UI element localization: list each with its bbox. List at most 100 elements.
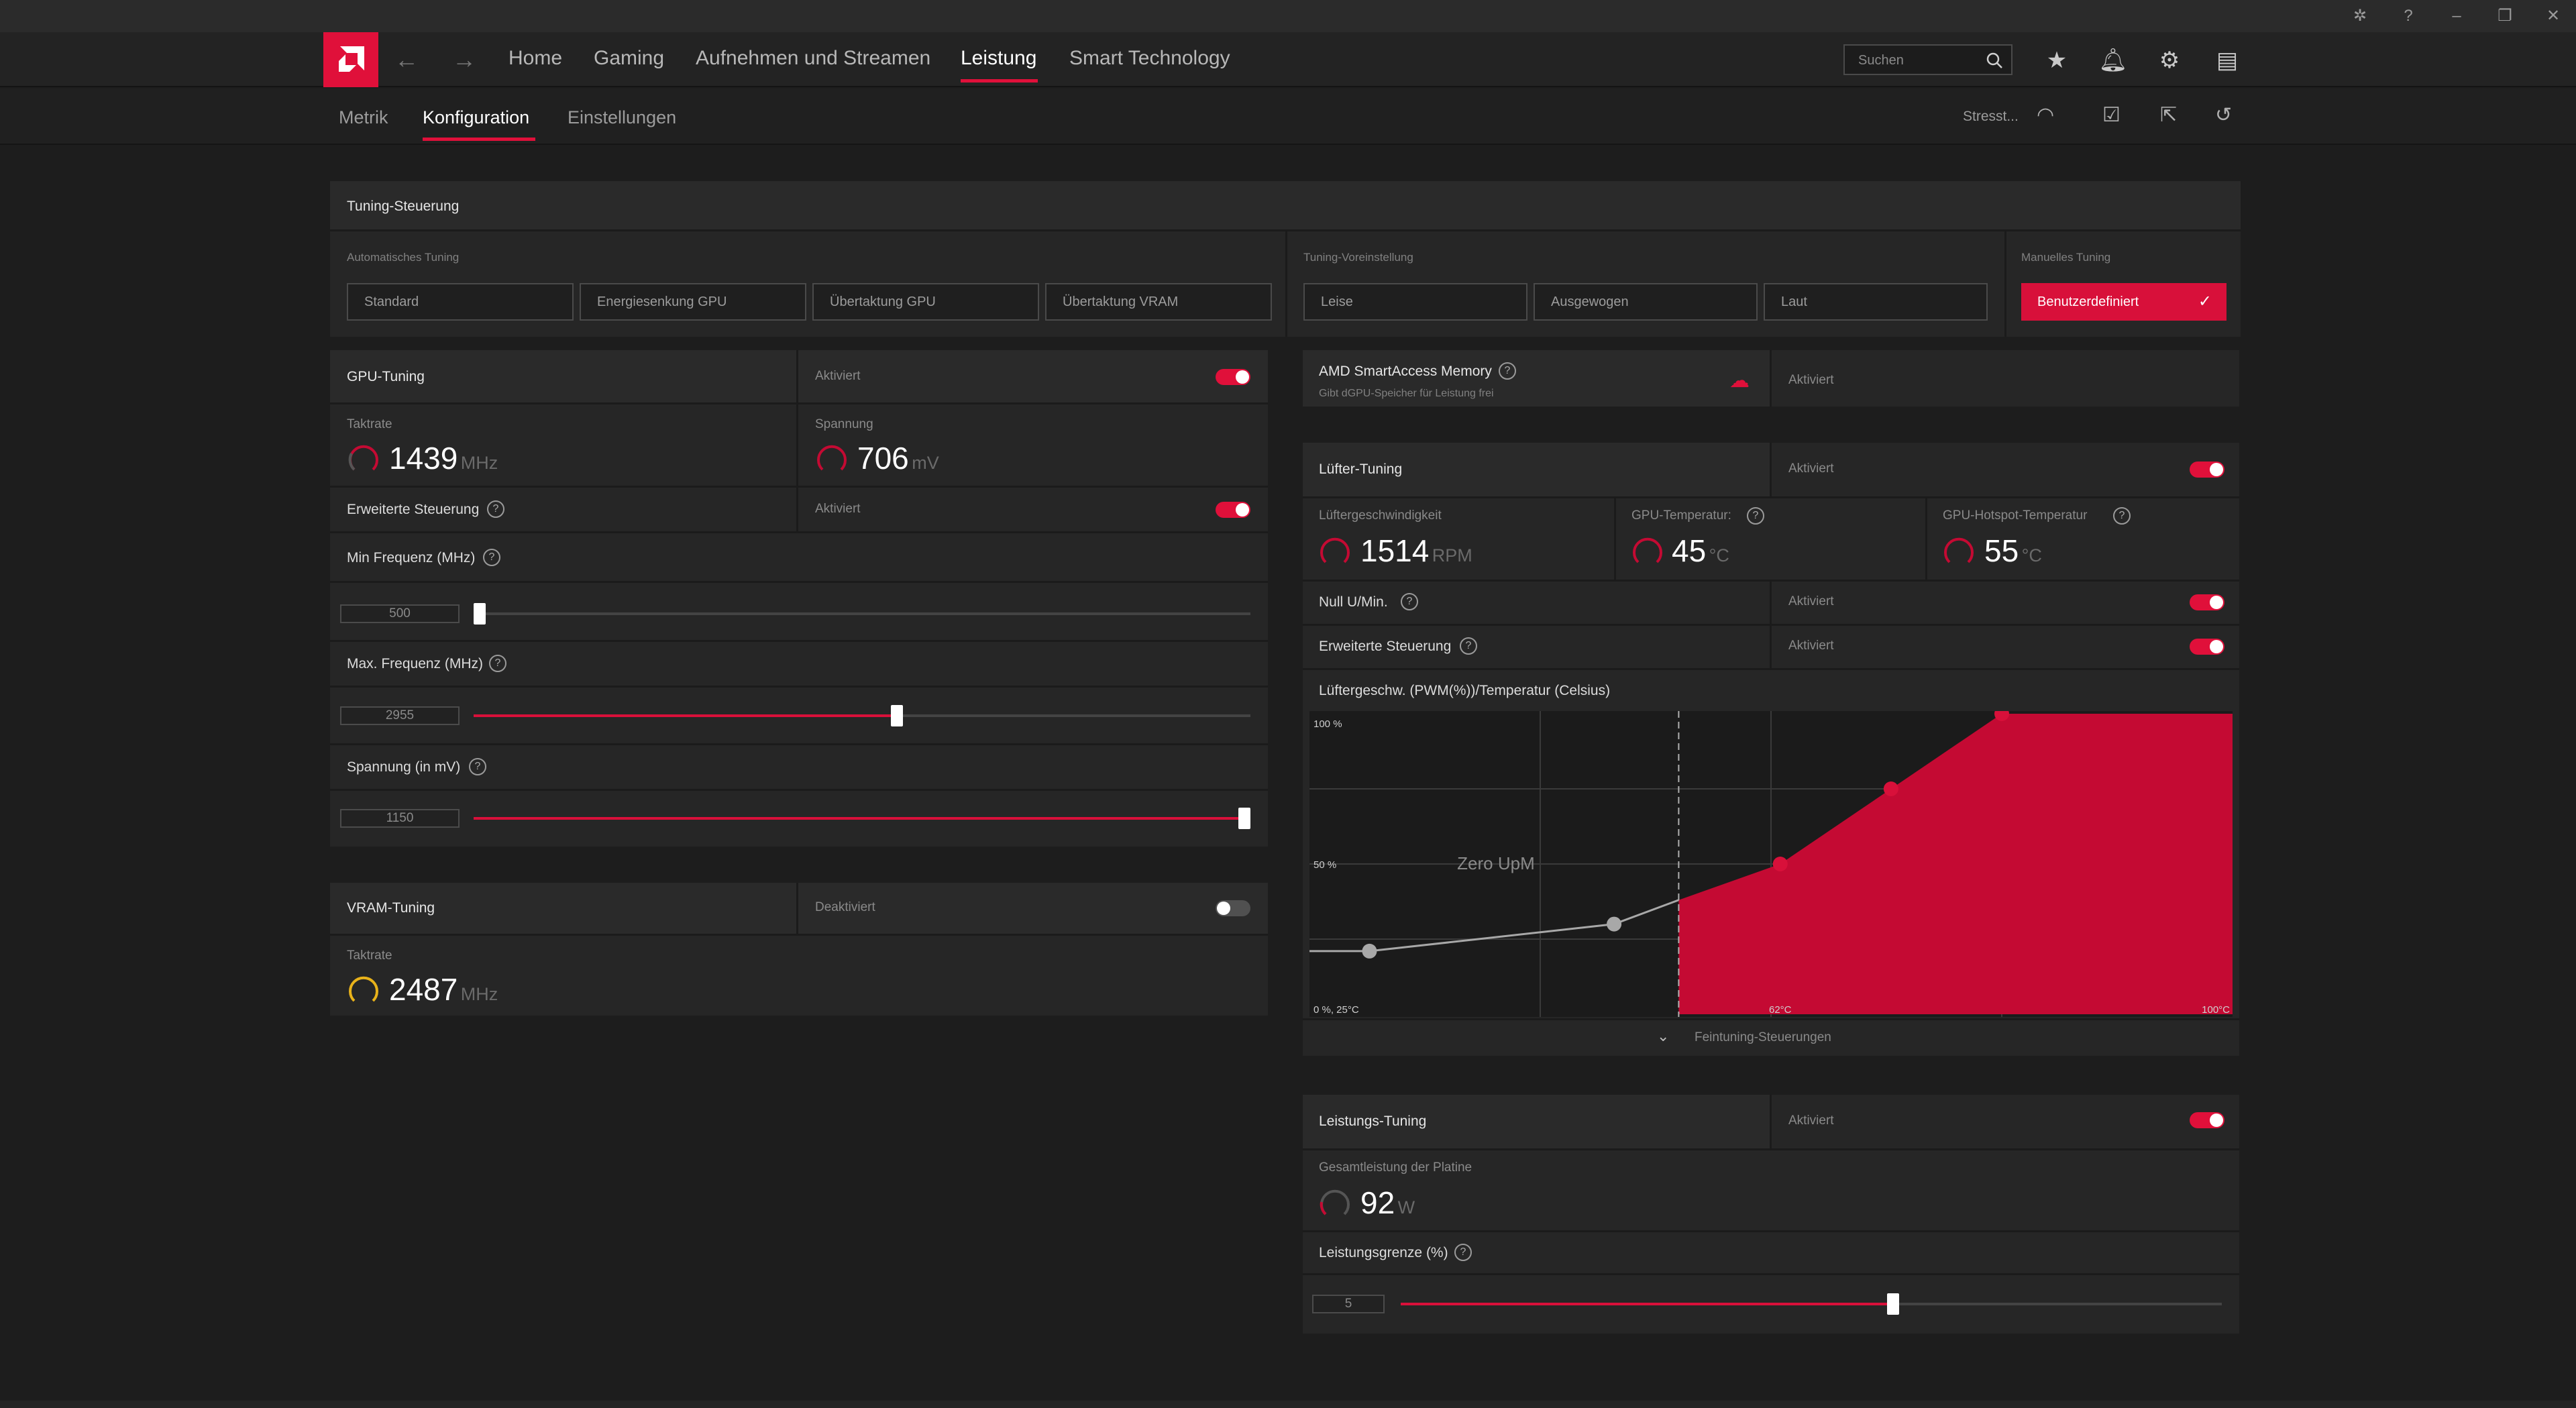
gpu-tuning-toggle[interactable]	[1216, 369, 1250, 385]
min-freq-input[interactable]: 500	[340, 604, 460, 623]
fan-curve-point[interactable]	[1883, 781, 1898, 796]
min-freq-label: Min Frequenz (MHz)	[347, 550, 476, 565]
stress-test-label[interactable]: Stresst...	[1963, 109, 2019, 124]
nav-performance[interactable]: Leistung	[961, 47, 1037, 69]
help-icon[interactable]: ?	[2404, 7, 2413, 25]
gpu-clock-value: 1439	[389, 441, 458, 476]
gpu-tuning-panel	[330, 350, 1268, 847]
reset-icon[interactable]: ↺	[2215, 104, 2233, 126]
export-profile-icon[interactable]: ⇱	[2160, 104, 2178, 126]
tab-metrics[interactable]: Metrik	[339, 107, 388, 127]
help-icon[interactable]: ?	[1401, 593, 1418, 610]
voltage-slider-track[interactable]	[474, 808, 1250, 829]
power-limit-input[interactable]: 5	[1312, 1295, 1385, 1313]
fan-tuning-status: Aktiviert	[1788, 462, 1834, 476]
max-freq-slider-track[interactable]	[474, 705, 1250, 726]
help-icon[interactable]: ?	[1460, 637, 1477, 655]
board-power-label: Gesamtleistung der Platine	[1319, 1160, 1472, 1175]
divider	[330, 531, 1268, 533]
auto-overclock-gpu-button[interactable]: Übertaktung GPU	[812, 283, 1039, 321]
max-freq-slider-thumb[interactable]	[891, 705, 904, 726]
tab-configuration[interactable]: Konfiguration	[423, 107, 530, 127]
settings-gear-icon[interactable]: ⚙	[2159, 48, 2180, 73]
fan-advanced-toggle[interactable]	[2190, 639, 2224, 655]
auto-standard-button[interactable]: Standard	[347, 283, 574, 321]
vram-tuning-status: Deaktiviert	[815, 900, 875, 914]
vram-tuning-toggle[interactable]	[1216, 900, 1250, 916]
max-freq-input[interactable]: 2955	[340, 706, 460, 725]
fine-tuning-toggle[interactable]: Feintuning-Steuerungen	[1695, 1030, 1831, 1044]
divider	[1925, 496, 1927, 580]
power-tuning-status: Aktiviert	[1788, 1114, 1834, 1128]
save-profile-icon[interactable]: ☑	[2102, 104, 2121, 126]
notifications-bell-icon[interactable]: 🔔︎	[2098, 48, 2128, 73]
tuning-control-title: Tuning-Steuerung	[347, 199, 460, 214]
preset-rage-button[interactable]: Laut	[1764, 283, 1988, 321]
preset-quiet-button[interactable]: Leise	[1303, 283, 1527, 321]
advanced-control-toggle[interactable]	[1216, 502, 1250, 518]
min-freq-slider-track[interactable]	[474, 603, 1250, 625]
help-icon[interactable]: ?	[487, 500, 504, 518]
divider	[796, 883, 798, 934]
min-freq-slider-thumb[interactable]	[474, 603, 486, 625]
help-icon[interactable]: ?	[1499, 362, 1516, 380]
help-icon[interactable]: ?	[469, 758, 486, 775]
fan-curve-point-inactive[interactable]	[1607, 916, 1622, 932]
fan-curve-points[interactable]	[1362, 711, 2009, 959]
stress-test-gauge-icon[interactable]: ◠	[2037, 104, 2055, 126]
voltage-label: Spannung (in mV)	[347, 759, 461, 775]
nav-record-stream[interactable]: Aufnehmen und Streamen	[696, 47, 931, 69]
fan-tuning-toggle[interactable]	[2190, 462, 2224, 478]
fan-curve-point[interactable]	[1772, 857, 1788, 871]
divider	[2004, 229, 2006, 337]
board-power-unit: W	[1397, 1197, 1415, 1217]
board-power-value: 92	[1360, 1185, 1395, 1220]
divider	[330, 640, 1268, 642]
chevron-down-icon[interactable]: ⌄	[1657, 1028, 1670, 1044]
divider	[1303, 580, 2239, 582]
search-input[interactable]: Suchen	[1843, 44, 2012, 75]
voltage-slider-thumb[interactable]	[1238, 808, 1250, 829]
gpu-tuning-title: GPU-Tuning	[347, 369, 425, 384]
gpu-temp-label: GPU-Temperatur:	[1631, 508, 1731, 523]
close-icon[interactable]: ✕	[2546, 7, 2561, 25]
voltage-input[interactable]: 1150	[340, 809, 460, 828]
zero-rpm-toggle[interactable]	[2190, 594, 2224, 610]
fan-curve-point-inactive[interactable]	[1362, 943, 1377, 959]
help-icon[interactable]: ?	[1454, 1244, 1472, 1261]
fan-curve-inactive-line	[1309, 899, 1679, 953]
gpu-tuning-status: Aktiviert	[815, 369, 861, 383]
auto-overclock-vram-button[interactable]: Übertaktung VRAM	[1045, 283, 1272, 321]
help-icon[interactable]: ?	[2113, 507, 2131, 525]
minimize-icon[interactable]: –	[2452, 7, 2461, 25]
fan-curve-point[interactable]	[1994, 711, 2009, 721]
help-icon[interactable]: ?	[483, 549, 500, 566]
restore-icon[interactable]: ❐	[2498, 7, 2512, 25]
x-tick-label: 62°C	[1769, 1004, 1792, 1016]
auto-undervolt-button[interactable]: Energiesenkung GPU	[580, 283, 806, 321]
gpu-temp-value: 45	[1672, 533, 1707, 568]
forward-arrow-icon[interactable]: →	[452, 46, 476, 73]
power-limit-slider-thumb[interactable]	[1887, 1293, 1900, 1315]
custom-tuning-button[interactable]: Benutzerdefiniert ✓	[2021, 283, 2226, 321]
bottom-bar	[0, 1401, 2576, 1408]
back-arrow-icon[interactable]: ←	[394, 46, 419, 73]
fan-curve-chart[interactable]: Zero UpM 100 % 50 % 0 %, 25°C 62°C 100°C	[1309, 711, 2233, 1017]
divider	[330, 934, 1268, 936]
tab-settings[interactable]: Einstellungen	[568, 107, 677, 127]
search-placeholder: Suchen	[1858, 53, 1904, 68]
divider	[1303, 496, 2239, 498]
help-icon[interactable]: ?	[1747, 507, 1764, 525]
preset-balanced-button[interactable]: Ausgewogen	[1534, 283, 1758, 321]
help-icon[interactable]: ?	[489, 655, 506, 672]
power-tuning-toggle[interactable]	[2190, 1112, 2224, 1128]
power-limit-slider-track[interactable]	[1401, 1293, 2222, 1315]
nav-smart-technology[interactable]: Smart Technology	[1069, 47, 1230, 69]
bug-report-icon[interactable]: ✲	[2353, 7, 2367, 25]
nav-home[interactable]: Home	[508, 47, 563, 69]
favorites-star-icon[interactable]: ★	[2046, 48, 2068, 73]
sam-status: Aktiviert	[1788, 373, 1834, 387]
overlay-panel-icon[interactable]: ▤	[2216, 48, 2239, 73]
nav-gaming[interactable]: Gaming	[594, 47, 665, 69]
amd-logo-icon[interactable]	[323, 32, 378, 87]
